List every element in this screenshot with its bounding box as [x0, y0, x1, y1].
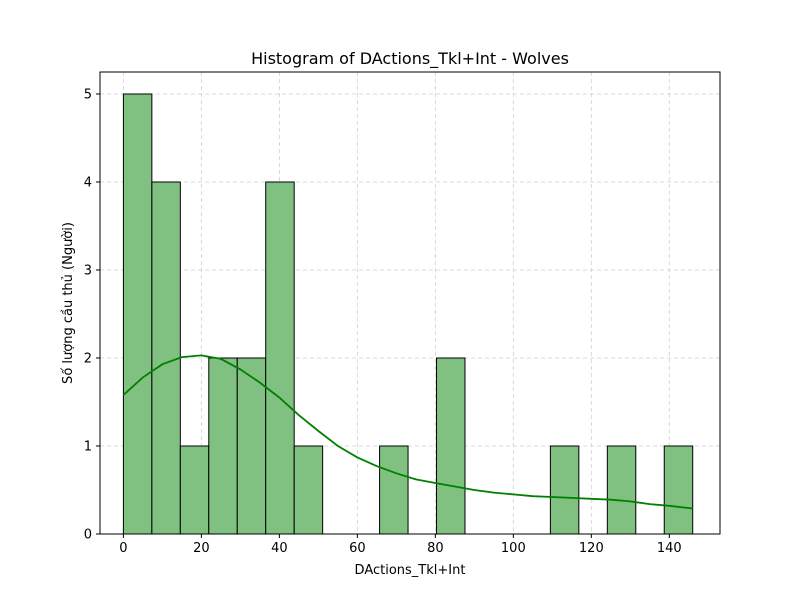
x-tick-label: 80 — [427, 541, 444, 556]
x-tick-label: 100 — [501, 541, 526, 556]
y-tick-label: 0 — [84, 528, 92, 543]
chart-title: Histogram of DActions_Tkl+Int - Wolves — [251, 49, 569, 69]
y-tick-label: 1 — [84, 440, 92, 455]
x-tick-label: 140 — [657, 541, 682, 556]
plot-frame — [99, 71, 721, 535]
y-axis-ticks: 0 1 2 3 4 5 — [84, 88, 100, 543]
histogram-bar — [606, 445, 637, 535]
histogram-bar — [663, 445, 694, 535]
x-tick-label: 0 — [119, 541, 127, 556]
y-tick-label: 5 — [84, 88, 92, 103]
x-axis-ticks: 0 20 40 60 80 100 120 140 — [119, 534, 682, 556]
histogram-bar — [236, 357, 267, 535]
kde-curve-group — [122, 354, 693, 510]
histogram-bar — [179, 445, 210, 535]
histogram-bar — [549, 445, 580, 535]
x-axis-label: DActions_Tkl+Int — [355, 563, 466, 578]
histogram-bar — [208, 357, 238, 535]
x-tick-label: 60 — [349, 541, 366, 556]
x-tick-label: 20 — [193, 541, 210, 556]
histogram-bar — [122, 93, 153, 535]
y-axis-label: Số lượng cầu thủ (Người) — [61, 222, 76, 384]
histogram-bar — [265, 181, 295, 535]
histogram-bar — [379, 445, 409, 535]
y-tick-label: 2 — [84, 352, 92, 367]
histogram-bar — [151, 181, 181, 535]
x-tick-label: 120 — [579, 541, 604, 556]
histogram-bar — [436, 357, 466, 535]
histogram-bar — [293, 445, 324, 535]
x-tick-label: 40 — [271, 541, 288, 556]
y-tick-label: 3 — [84, 264, 92, 279]
kde-curve — [122, 354, 693, 510]
y-tick-label: 4 — [84, 176, 92, 191]
